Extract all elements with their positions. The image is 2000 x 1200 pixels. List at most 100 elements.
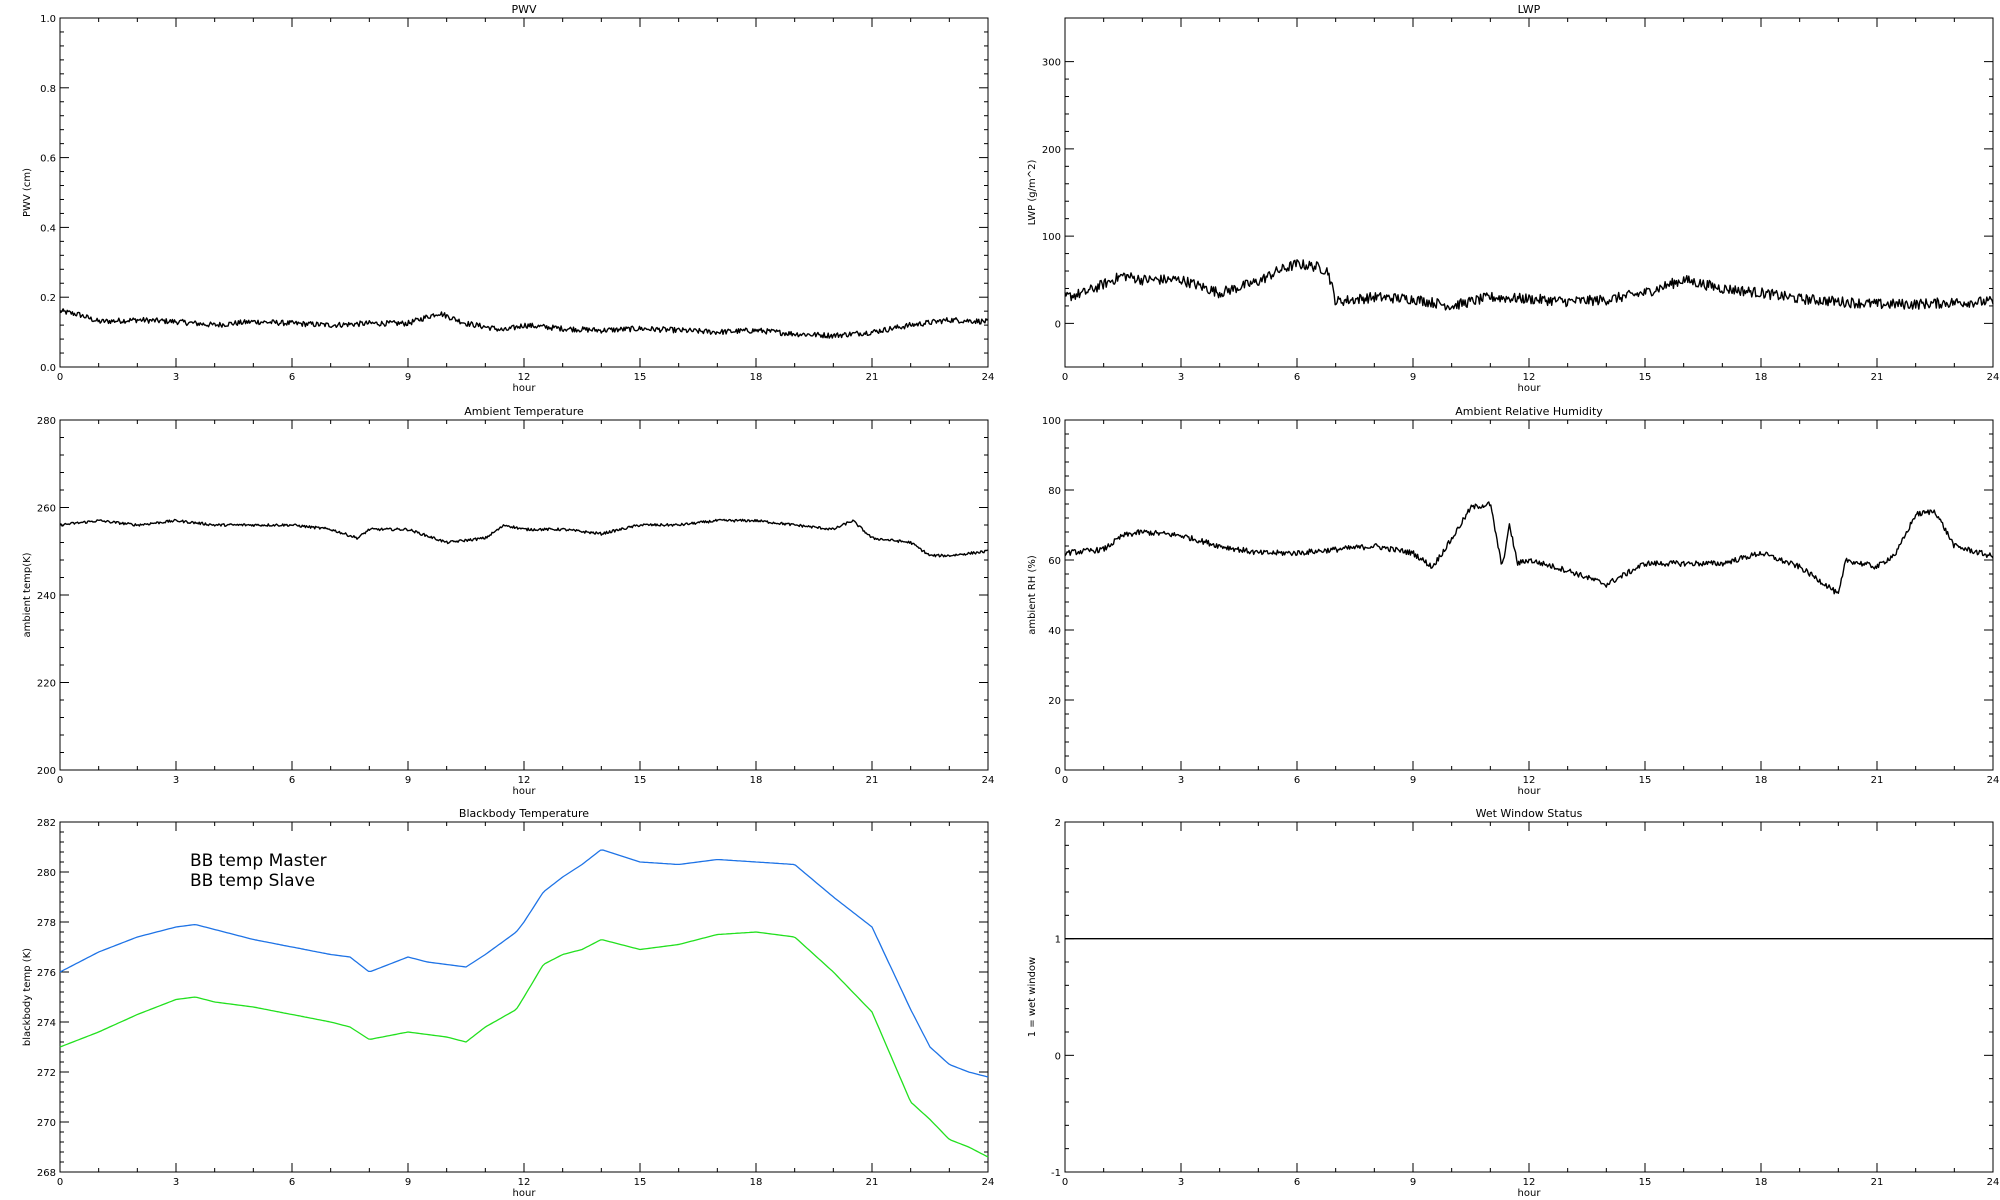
y-tick-label: 1 — [1055, 935, 1061, 946]
x-tick-label: 3 — [173, 775, 179, 786]
x-tick-label: 12 — [518, 775, 531, 786]
chart-title: Blackbody Temperature — [459, 807, 589, 820]
x-tick-label: 21 — [866, 775, 879, 786]
x-tick-label: 6 — [289, 372, 295, 383]
x-tick-label: 15 — [1639, 372, 1652, 383]
y-tick-label: 20 — [1048, 696, 1061, 707]
x-tick-label: 24 — [1987, 372, 2000, 383]
y-tick-label: 274 — [37, 1018, 56, 1029]
x-tick-label: 21 — [1871, 775, 1884, 786]
x-tick-label: 18 — [750, 775, 763, 786]
x-tick-label: 3 — [173, 1177, 179, 1188]
x-tick-label: 15 — [634, 372, 647, 383]
x-tick-label: 12 — [1523, 1177, 1536, 1188]
y-axis-label: ambient RH (%) — [1027, 555, 1038, 635]
y-tick-label: 280 — [37, 416, 56, 427]
series-line-1 — [59, 931, 989, 1158]
y-tick-label: 0.8 — [40, 84, 56, 95]
chart-title: LWP — [1518, 3, 1541, 16]
series-line-0 — [59, 849, 989, 1078]
y-axis-label: PWV (cm) — [22, 168, 33, 217]
x-tick-label: 9 — [405, 372, 411, 383]
y-tick-label: 100 — [1042, 416, 1061, 427]
x-tick-label: 18 — [750, 372, 763, 383]
x-tick-label: 6 — [289, 775, 295, 786]
x-tick-label: 24 — [1987, 775, 2000, 786]
x-tick-label: 6 — [1294, 372, 1300, 383]
x-tick-label: 3 — [173, 372, 179, 383]
y-tick-label: 40 — [1048, 626, 1061, 637]
series-line-0 — [59, 308, 989, 339]
x-tick-label: 21 — [866, 372, 879, 383]
x-tick-label: 0 — [57, 775, 63, 786]
plot-frame — [59, 419, 989, 771]
x-tick-label: 18 — [1755, 775, 1768, 786]
x-tick-label: 9 — [1410, 372, 1416, 383]
y-tick-label: 60 — [1048, 556, 1061, 567]
y-axis-label: LWP (g/m^2) — [1027, 160, 1038, 226]
y-tick-label: 240 — [37, 591, 56, 602]
y-tick-label: 300 — [1042, 58, 1061, 69]
chart-title: PWV — [511, 3, 537, 16]
y-tick-label: 80 — [1048, 486, 1061, 497]
x-tick-label: 24 — [1987, 1177, 2000, 1188]
x-tick-label: 12 — [1523, 372, 1536, 383]
x-tick-label: 15 — [634, 1177, 647, 1188]
x-tick-label: 18 — [750, 1177, 763, 1188]
y-tick-label: 280 — [37, 868, 56, 879]
x-tick-label: 9 — [1410, 1177, 1416, 1188]
x-axis-label: hour — [513, 383, 537, 394]
y-tick-label: 282 — [37, 818, 56, 829]
y-tick-label: 200 — [1042, 145, 1061, 156]
chart-title: Ambient Temperature — [464, 405, 584, 418]
y-tick-label: 270 — [37, 1118, 56, 1129]
chart-panel-4: Blackbody Temperature 0 3 6 9 12 15 18 21 24 hour 2… — [22, 807, 994, 1199]
x-axis-label: hour — [513, 786, 537, 797]
x-tick-label: 9 — [1410, 775, 1416, 786]
y-axis-label: 1 = wet window — [1027, 957, 1038, 1037]
x-tick-label: 3 — [1178, 372, 1184, 383]
chart-panel-3: Ambient Relative Humidity 0 3 6 9 12 15 18 21 24 h… — [1027, 405, 1999, 797]
chart-panel-0: PWV 0 3 6 9 12 15 18 21 24 hour 0.0 0.2 0.4 0.6 0.8 1.0 P… — [22, 3, 994, 394]
y-tick-label: 0 — [1055, 766, 1061, 777]
x-tick-label: 0 — [57, 1177, 63, 1188]
x-tick-label: 24 — [982, 775, 995, 786]
x-axis-label: hour — [1518, 383, 1542, 394]
x-axis-label: hour — [513, 1188, 537, 1199]
y-tick-label: 268 — [37, 1168, 56, 1179]
y-tick-label: 0.0 — [40, 363, 56, 374]
x-tick-label: 12 — [1523, 775, 1536, 786]
chart-title: Ambient Relative Humidity — [1455, 405, 1603, 418]
plot-frame — [59, 17, 989, 368]
plot-frame — [1064, 419, 1994, 771]
chart-title: Wet Window Status — [1476, 807, 1583, 820]
x-tick-label: 24 — [982, 1177, 995, 1188]
x-tick-label: 3 — [1178, 1177, 1184, 1188]
y-tick-label: 0 — [1055, 1051, 1061, 1062]
y-tick-label: 278 — [37, 918, 56, 929]
y-tick-label: 0.6 — [40, 154, 56, 165]
y-tick-label: 100 — [1042, 232, 1061, 243]
series-line-0 — [1064, 501, 1994, 595]
legend-entry-0: BB temp Master — [190, 851, 327, 871]
y-axis-label: blackbody temp (K) — [22, 948, 33, 1046]
x-tick-label: 6 — [1294, 775, 1300, 786]
x-tick-label: 12 — [518, 1177, 531, 1188]
x-tick-label: 0 — [1062, 372, 1068, 383]
x-tick-label: 21 — [866, 1177, 879, 1188]
x-tick-label: 0 — [57, 372, 63, 383]
y-tick-label: 0.4 — [40, 223, 56, 234]
x-tick-label: 24 — [982, 372, 995, 383]
x-tick-label: 6 — [289, 1177, 295, 1188]
x-tick-label: 0 — [1062, 775, 1068, 786]
y-tick-label: 220 — [37, 679, 56, 690]
chart-panel-1: LWP 0 3 6 9 12 15 18 21 24 hour 0 100 200 300 LWP (g/m^… — [1027, 3, 1999, 394]
x-axis-label: hour — [1518, 1188, 1542, 1199]
x-tick-label: 3 — [1178, 775, 1184, 786]
x-tick-label: 15 — [1639, 775, 1652, 786]
chart-panel-2: Ambient Temperature 0 3 6 9 12 15 18 21 24 hour 200… — [22, 405, 994, 797]
y-tick-label: 0 — [1055, 319, 1061, 330]
y-axis-label: ambient temp(K) — [22, 552, 33, 637]
x-tick-label: 0 — [1062, 1177, 1068, 1188]
